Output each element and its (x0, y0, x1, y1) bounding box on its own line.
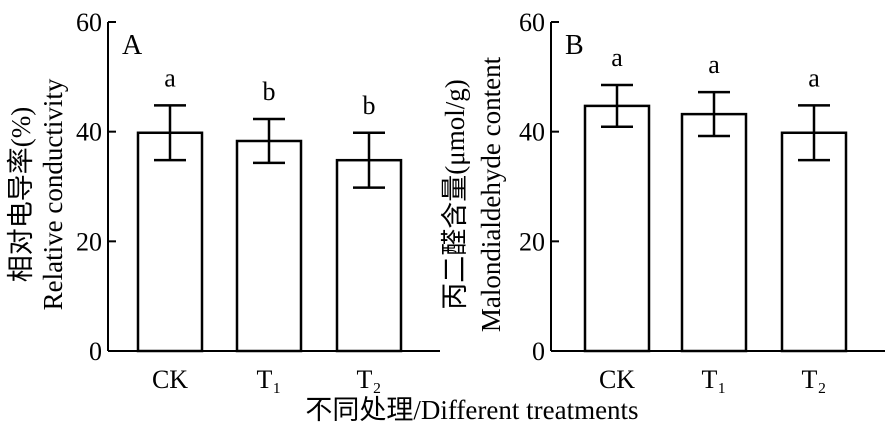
y-tick-label: 20 (76, 227, 102, 256)
x-axis-title: 不同处理/Different treatments (305, 395, 638, 425)
y-axis-title-cn: 丙二醛含量(μmol/g) (440, 79, 470, 309)
panel-label: A (122, 30, 143, 61)
y-tick-label: 20 (519, 227, 545, 256)
y-tick-label: 40 (76, 118, 102, 147)
y-axis-title-en: Malondialdehyde content (476, 56, 506, 332)
significance-label: a (708, 50, 720, 79)
x-tick-label: T₁ (257, 365, 282, 394)
y-axis-title-en: Relative conductivity (38, 78, 68, 310)
bar (680, 112, 748, 353)
y-axis-title-cn: 相对电导率(%) (6, 107, 36, 282)
panel-a: 0 20 40 60 A 相对电导率(%) Relative conductivity a CK… (6, 8, 440, 394)
x-tick-label: CK (152, 365, 188, 394)
x-tick-label: T₂ (357, 365, 382, 394)
y-tick-label: 60 (519, 8, 545, 37)
bar (583, 104, 651, 353)
significance-label: a (164, 63, 176, 92)
x-tick-label: T₁ (702, 365, 727, 394)
bar (335, 158, 403, 353)
significance-label: b (363, 91, 376, 120)
significance-label: b (263, 77, 276, 106)
bar (780, 131, 848, 353)
y-tick-label: 0 (532, 337, 545, 366)
panel-label: B (565, 30, 584, 61)
y-tick-label: 0 (89, 337, 102, 366)
y-tick-label: 40 (519, 118, 545, 147)
x-tick-label: CK (599, 365, 635, 394)
y-tick-label: 60 (76, 8, 102, 37)
x-tick-label: T₂ (802, 365, 827, 394)
panel-b: 0 20 40 60 B 丙二醛含量(μmol/g) Malondialdehyde con… (440, 8, 885, 394)
significance-label: a (808, 63, 820, 92)
significance-label: a (611, 43, 623, 72)
bar (235, 139, 303, 353)
bar (136, 131, 204, 353)
